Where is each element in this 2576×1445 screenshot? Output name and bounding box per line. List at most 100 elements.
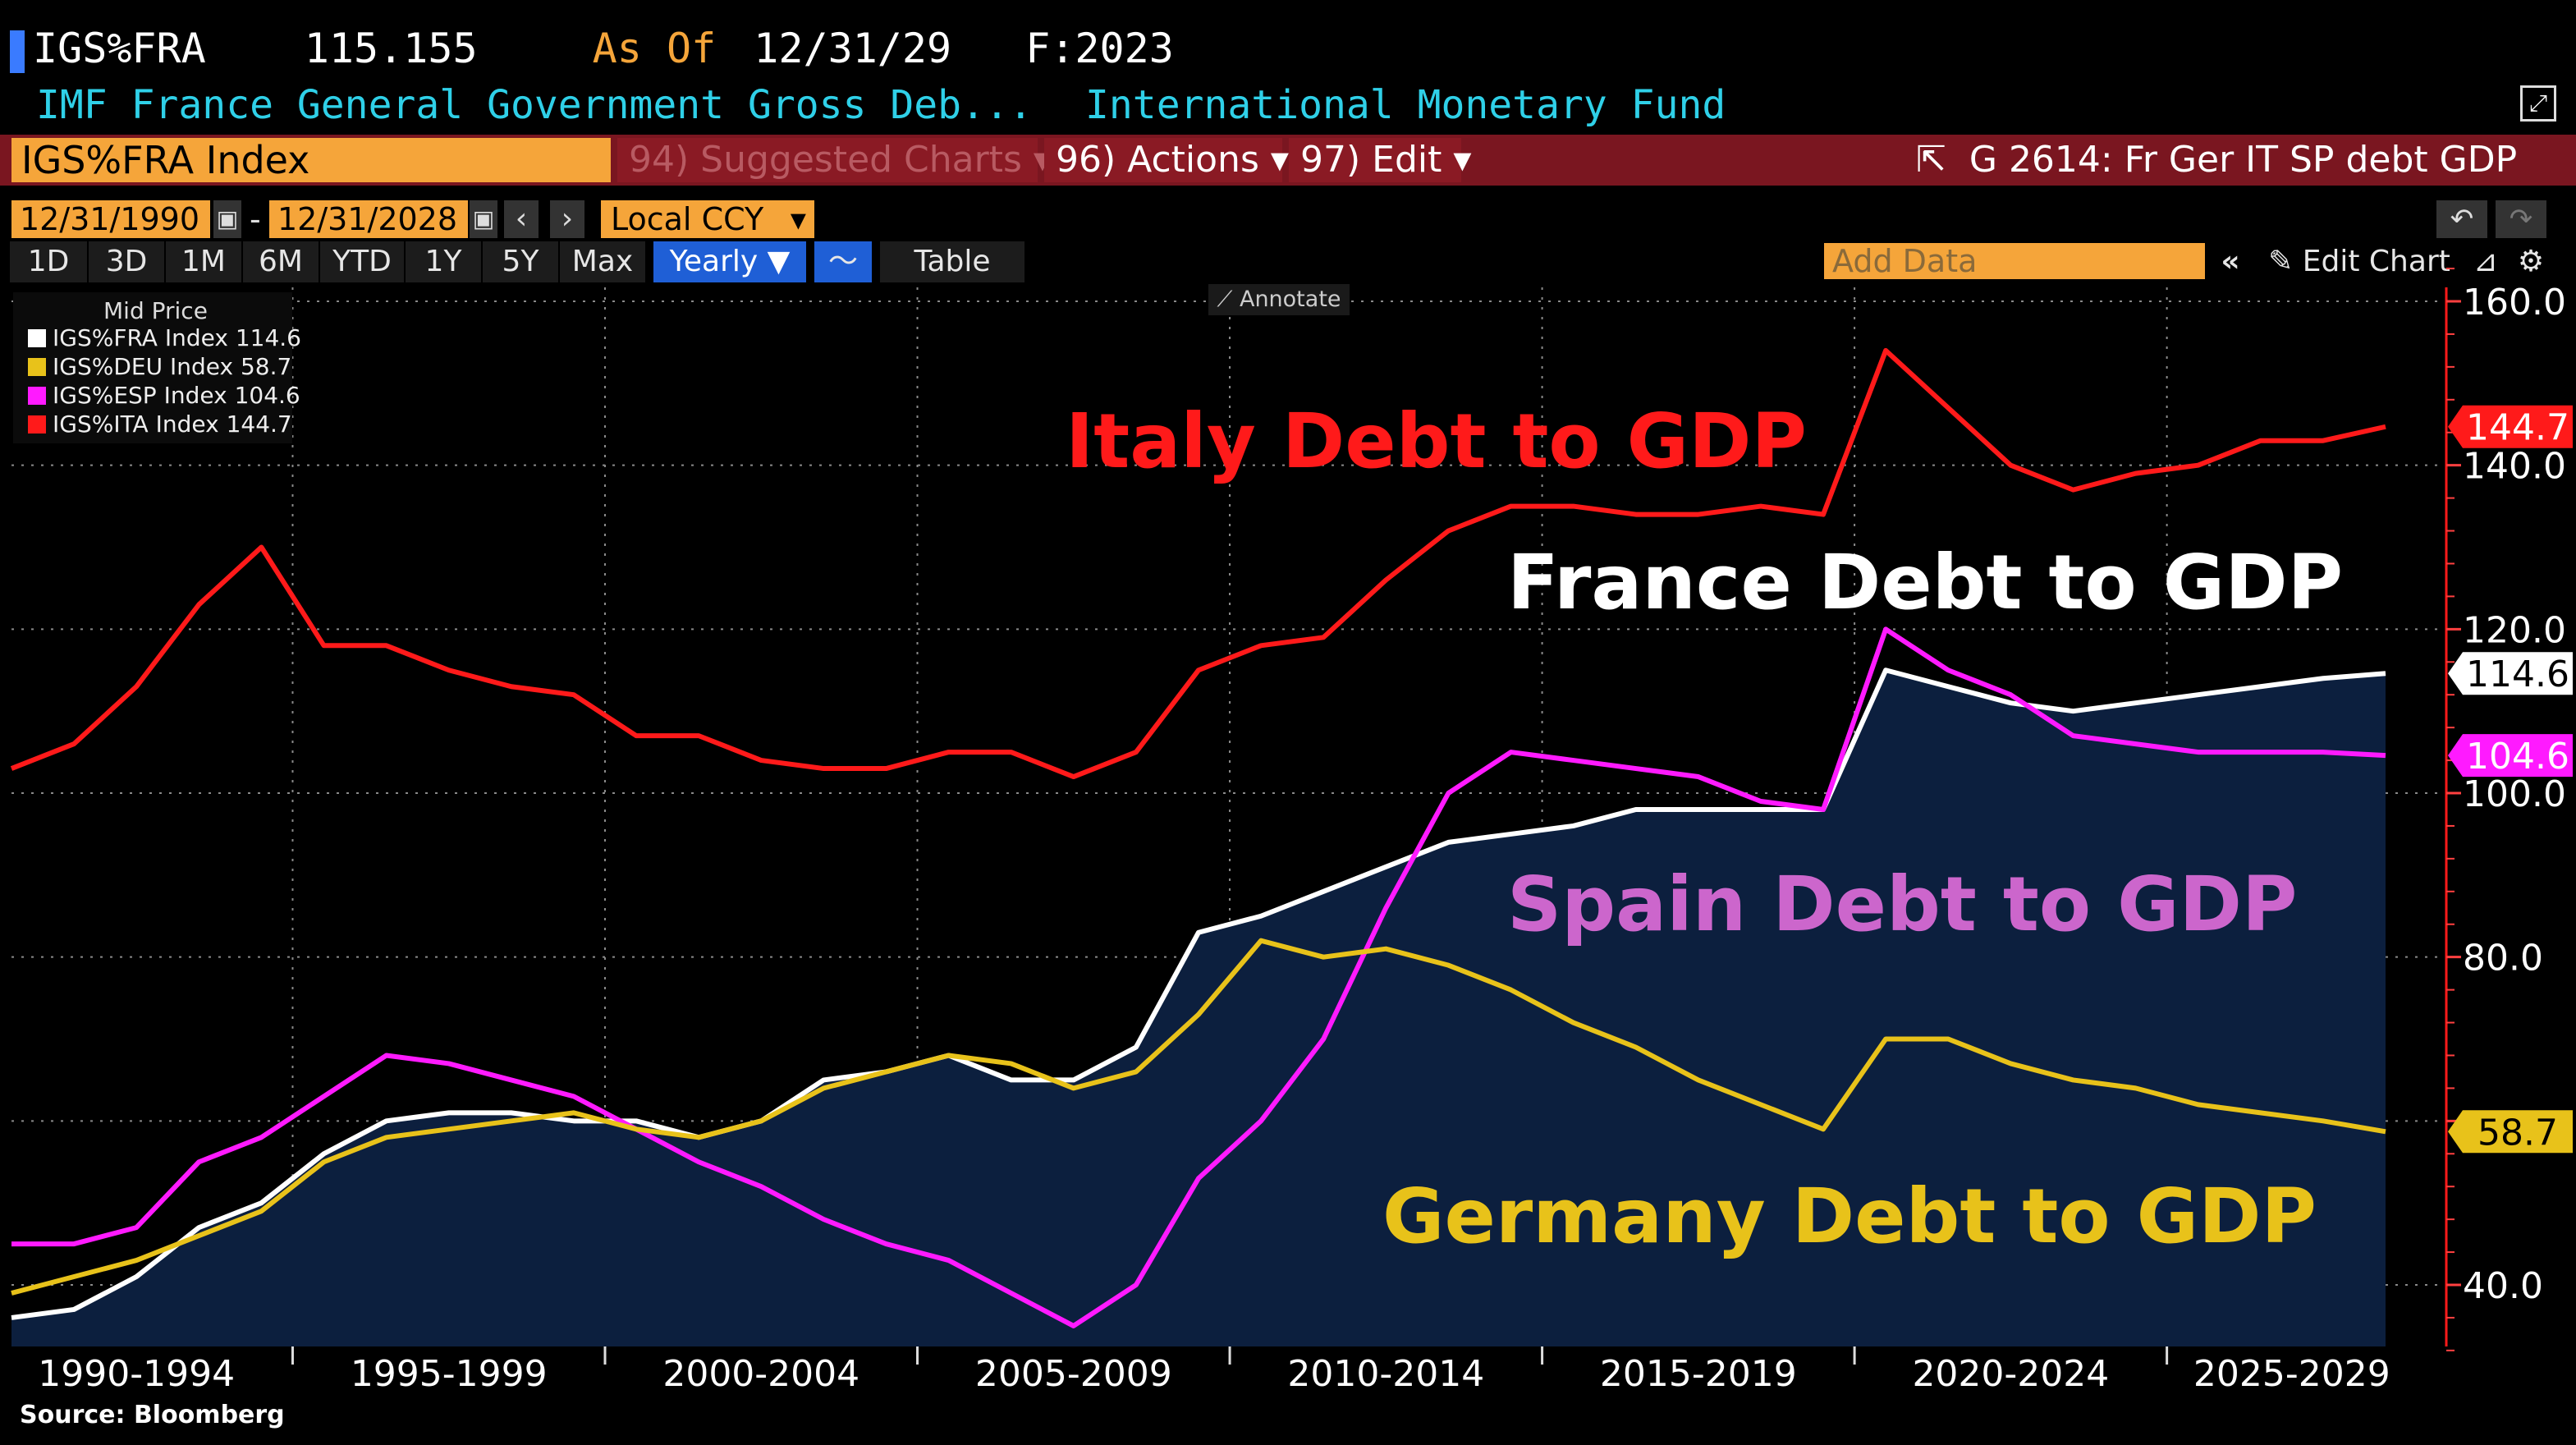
legend-label: IGS%ITA Index: [53, 411, 219, 438]
x-tick-label: 2010-2014: [1287, 1353, 1484, 1395]
external-link-icon: ⇱: [1916, 139, 1946, 181]
france-area: [11, 670, 2386, 1346]
last-value-ita-box: [2448, 405, 2573, 448]
x-tick-label: 2005-2009: [975, 1353, 1172, 1395]
chart-title-link[interactable]: ⇱ G 2614: Fr Ger IT SP debt GDP: [1904, 138, 2561, 182]
legend: Mid Price IGS%FRA Index 114.6 IGS%DEU In…: [13, 292, 301, 443]
period-3d[interactable]: 3D: [89, 241, 164, 282]
frequency-select[interactable]: Yearly ▼: [653, 241, 806, 282]
header-row: IGS%FRA 115.155 As Of 12/31/29 F:2023: [10, 25, 1174, 90]
x-tick-label: 2000-2004: [662, 1353, 859, 1395]
x-tick-label: 2015-2019: [1600, 1353, 1797, 1395]
france-annotation: France Debt to GDP: [1507, 539, 2344, 626]
source-name: International Monetary Fund: [1085, 82, 1726, 128]
period-ytd[interactable]: YTD: [320, 241, 404, 282]
series-line-deu: [11, 938, 2386, 1296]
source-footer: Source: Bloomberg: [20, 1401, 285, 1429]
period-1d[interactable]: 1D: [10, 241, 87, 282]
y-axis: 40.0 80.0 100.0 120.0 140.0 160.0: [2445, 268, 2566, 1351]
period-max[interactable]: Max: [560, 241, 645, 282]
legend-item-esp[interactable]: IGS%ESP Index 104.6: [28, 383, 300, 409]
start-date-input[interactable]: 12/31/1990: [11, 200, 210, 238]
edit-button[interactable]: 97) Edit ▾: [1289, 138, 1471, 182]
popout-icon[interactable]: ⤢: [2520, 85, 2556, 122]
legend-label: IGS%DEU Index: [53, 353, 234, 380]
legend-label: IGS%ESP Index: [53, 382, 227, 409]
price: 115.155: [304, 25, 478, 72]
calendar-icon[interactable]: ▣: [470, 200, 497, 238]
edit-chart-button[interactable]: ✎ Edit Chart: [2261, 241, 2458, 282]
legend-swatch: [28, 329, 46, 347]
series-lines: [10, 347, 2386, 1328]
legend-swatch: [28, 387, 46, 405]
double-chevron-left-icon[interactable]: «: [2221, 245, 2240, 278]
chevron-down-icon: ▾: [1270, 139, 1289, 181]
chevron-right-icon[interactable]: ›: [550, 200, 584, 238]
calendar-icon[interactable]: ▣: [213, 200, 241, 238]
annotate-button[interactable]: ⟋ Annotate: [1208, 284, 1350, 315]
x-axis: 1990-1994 1995-1999 2000-2004 2005-2009 2010…: [38, 1353, 2390, 1395]
legend-item-ita[interactable]: IGS%ITA Index 144.7: [28, 411, 292, 438]
as-of-label: As Of: [592, 25, 717, 72]
last-value-esp-label: 104.6: [2466, 736, 2569, 778]
description: IMF France General Government Gross Deb.…: [36, 82, 1033, 128]
currency-value: Local CCY: [611, 201, 764, 237]
legend-item-deu[interactable]: IGS%DEU Index 58.7: [28, 354, 291, 380]
pencil-icon: ✎: [2268, 245, 2294, 278]
ticker: IGS%FRA: [33, 25, 206, 72]
legend-value: 58.7: [240, 353, 292, 380]
gear-icon[interactable]: ⚙: [2517, 245, 2545, 278]
chevron-left-icon[interactable]: ‹: [504, 200, 539, 238]
last-value-fra-label: 114.6: [2466, 654, 2569, 695]
last-value-ita-label: 144.7: [2466, 407, 2569, 449]
actions-label: 96) Actions: [1056, 139, 1259, 181]
italy-annotation: Italy Debt to GDP: [1066, 397, 1807, 485]
currency-select[interactable]: Local CCY ▾: [601, 200, 814, 238]
date-separator: -: [250, 201, 261, 237]
last-value-deu-box: [2448, 1110, 2573, 1154]
x-tick-label: 2020-2024: [1912, 1353, 2109, 1395]
line-chart-icon[interactable]: 〜: [814, 241, 872, 282]
ticker-marker: [10, 30, 25, 73]
period-6m[interactable]: 6M: [243, 241, 319, 282]
period-5y[interactable]: 5Y: [483, 241, 558, 282]
redo-icon[interactable]: ↷: [2496, 200, 2546, 238]
pencil-icon: ⟋: [1217, 287, 1233, 312]
chevron-down-icon: ▾: [790, 201, 806, 237]
y-tick-label: 100.0: [2463, 773, 2566, 815]
chart-settings-icon[interactable]: ⊿: [2473, 245, 2499, 278]
security-input[interactable]: IGS%FRA Index: [11, 138, 611, 182]
legend-item-fra[interactable]: IGS%FRA Index 114.6: [28, 325, 301, 351]
legend-swatch: [28, 415, 46, 434]
end-date-input[interactable]: 12/31/2028: [269, 200, 468, 238]
edit-chart-label: Edit Chart: [2302, 245, 2450, 278]
edit-label: 97) Edit: [1300, 139, 1442, 181]
y-tick-label: 140.0: [2463, 446, 2566, 488]
period-1y[interactable]: 1Y: [406, 241, 481, 282]
actions-button[interactable]: 96) Actions ▾: [1044, 138, 1289, 182]
forecast-label: F:2023: [1025, 25, 1174, 72]
last-value-esp-box: [2448, 734, 2573, 778]
suggested-charts-label: 94) Suggested Charts: [629, 139, 1022, 181]
add-data-input[interactable]: Add Data: [1824, 243, 2205, 279]
legend-label: IGS%FRA Index: [53, 324, 228, 351]
suggested-charts-button[interactable]: 94) Suggested Charts ▾: [617, 138, 1052, 182]
annotate-label: Annotate: [1239, 287, 1341, 312]
spain-annotation: Spain Debt to GDP: [1507, 860, 2298, 948]
as-of-date: 12/31/29: [754, 25, 952, 72]
legend-value: 114.6: [235, 324, 301, 351]
germany-annotation: Germany Debt to GDP: [1382, 1172, 2317, 1260]
series-line-fra: [11, 667, 2386, 1320]
undo-icon[interactable]: ↶: [2436, 200, 2487, 238]
y-tick-label: 80.0: [2463, 938, 2543, 979]
last-value-labels: 144.7 114.6 104.6 58.7: [2448, 405, 2573, 1154]
x-tick-label: 1990-1994: [38, 1353, 235, 1395]
last-value-deu-label: 58.7: [2477, 1112, 2558, 1154]
y-tick-label: 160.0: [2463, 282, 2566, 323]
legend-swatch: [28, 358, 46, 376]
table-button[interactable]: Table: [880, 241, 1024, 282]
period-1m[interactable]: 1M: [166, 241, 241, 282]
period-toolbar: 1D 3D 1M 6M YTD 1Y 5Y Max Yearly ▼ 〜 Tab…: [10, 241, 2555, 284]
frequency-value: Yearly: [669, 245, 759, 278]
